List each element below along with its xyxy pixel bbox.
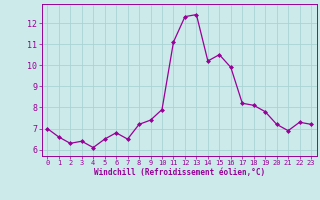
X-axis label: Windchill (Refroidissement éolien,°C): Windchill (Refroidissement éolien,°C)	[94, 168, 265, 177]
